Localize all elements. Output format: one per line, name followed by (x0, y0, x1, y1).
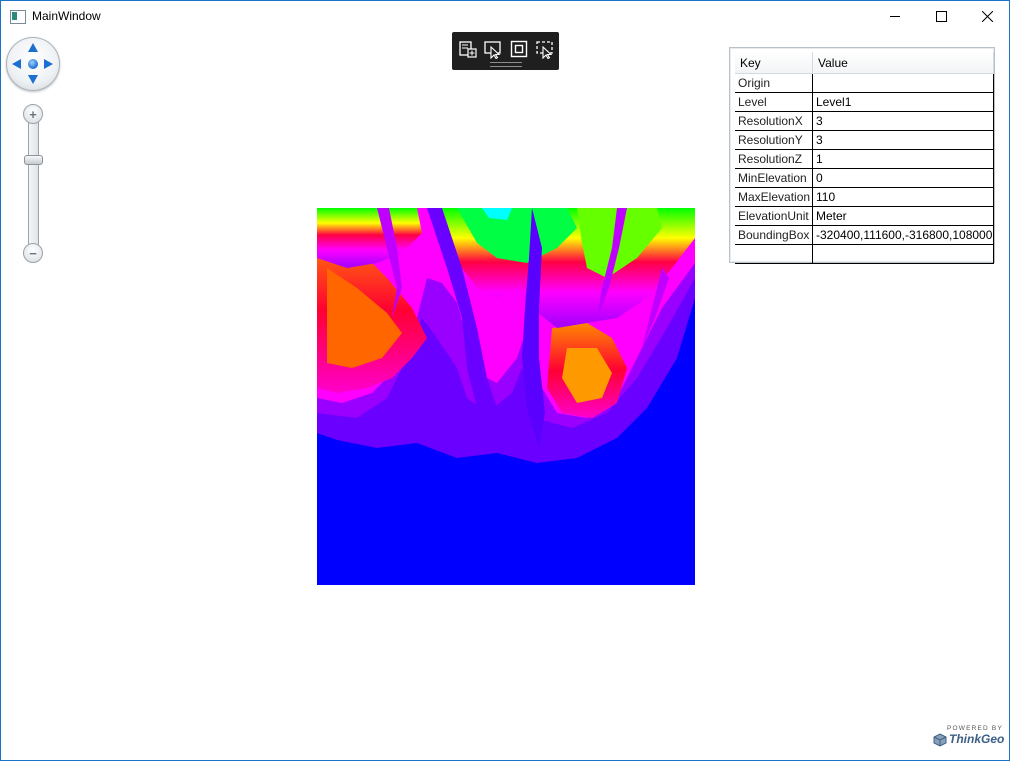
property-value[interactable]: 110 (812, 187, 994, 207)
zoom-extent-icon (510, 40, 528, 58)
zoom-out-button[interactable]: − (23, 243, 43, 263)
pan-control (6, 37, 60, 91)
property-key[interactable]: ResolutionX (735, 111, 813, 131)
close-icon (981, 10, 993, 22)
zoom-track[interactable] (28, 114, 39, 252)
cube-icon (933, 733, 947, 747)
property-row[interactable]: ResolutionX 3 (735, 111, 994, 131)
zoom-in-icon: + (29, 106, 37, 122)
pan-down-icon[interactable] (28, 75, 38, 84)
property-rows: Origin Level Level1 ResolutionX 3 ResolutionY… (735, 73, 994, 264)
property-key[interactable]: ResolutionY (735, 130, 813, 150)
key-column-header[interactable]: Key (735, 52, 813, 74)
edit-toolbar (452, 32, 559, 70)
minimize-icon (889, 15, 900, 17)
track-select-button[interactable] (535, 39, 555, 59)
zoom-in-button[interactable]: + (23, 104, 43, 124)
property-key[interactable] (735, 244, 813, 264)
thinkgeo-logo: POWERED BY ThinkGeo (931, 725, 1007, 749)
property-row[interactable]: Origin (735, 73, 994, 93)
track-select-icon (536, 41, 553, 59)
toolbar-grip[interactable] (490, 62, 522, 67)
property-value[interactable]: -320400,111600,-316800,108000 (812, 225, 994, 245)
window-title: MainWindow (32, 9, 101, 23)
zoom-slider: + − (23, 104, 43, 263)
edit-layer-icon (459, 41, 477, 58)
edit-layer-button[interactable] (458, 39, 478, 59)
property-key[interactable]: MinElevation (735, 168, 813, 188)
pan-right-icon[interactable] (44, 59, 53, 69)
property-value[interactable]: Meter (812, 206, 994, 226)
property-value[interactable]: 3 (812, 111, 994, 131)
title-bar[interactable]: MainWindow (1, 1, 1009, 31)
property-key[interactable]: Origin (735, 73, 813, 93)
property-key[interactable]: BoundingBox (735, 225, 813, 245)
brand-name: ThinkGeo (949, 732, 1005, 746)
minimize-button[interactable] (872, 1, 918, 31)
property-table: Key Value Origin Level Level1 ResolutionX 3 R… (735, 52, 994, 264)
property-key[interactable]: ElevationUnit (735, 206, 813, 226)
property-row[interactable]: BoundingBox -320400,111600,-316800,108000 (735, 225, 994, 245)
property-row[interactable]: ElevationUnit Meter (735, 206, 994, 226)
zoom-out-icon: − (29, 245, 37, 261)
elevation-raster-image (317, 208, 695, 585)
pan-left-icon[interactable] (12, 59, 21, 69)
select-pointer-button[interactable] (483, 39, 503, 59)
zoom-thumb[interactable] (24, 155, 43, 166)
select-pointer-icon (484, 41, 501, 59)
pan-center-icon[interactable] (28, 59, 38, 69)
property-row[interactable]: ResolutionY 3 (735, 130, 994, 150)
maximize-icon (935, 10, 947, 22)
maximize-button[interactable] (918, 1, 964, 31)
zoom-extent-button[interactable] (509, 39, 529, 59)
elevation-raster (317, 208, 695, 585)
property-key[interactable]: Level (735, 92, 813, 112)
property-row[interactable]: ResolutionZ 1 (735, 149, 994, 169)
close-button[interactable] (964, 1, 1010, 31)
property-value[interactable]: 1 (812, 149, 994, 169)
property-key[interactable]: MaxElevation (735, 187, 813, 207)
property-row[interactable]: MinElevation 0 (735, 168, 994, 188)
property-value[interactable] (812, 244, 994, 264)
property-value[interactable] (812, 73, 994, 93)
powered-by-text: POWERED BY (946, 725, 1003, 732)
pan-up-icon[interactable] (28, 43, 38, 52)
property-value[interactable]: Level1 (812, 92, 994, 112)
map-view[interactable]: + − (2, 31, 1008, 759)
value-column-header[interactable]: Value (812, 52, 994, 74)
property-grid[interactable]: Key Value Origin Level Level1 ResolutionX 3 R… (729, 47, 995, 264)
property-key[interactable]: ResolutionZ (735, 149, 813, 169)
property-value[interactable]: 0 (812, 168, 994, 188)
app-icon (10, 10, 26, 24)
property-row[interactable]: MaxElevation 110 (735, 187, 994, 207)
property-row[interactable] (735, 244, 994, 264)
property-row[interactable]: Level Level1 (735, 92, 994, 112)
property-value[interactable]: 3 (812, 130, 994, 150)
